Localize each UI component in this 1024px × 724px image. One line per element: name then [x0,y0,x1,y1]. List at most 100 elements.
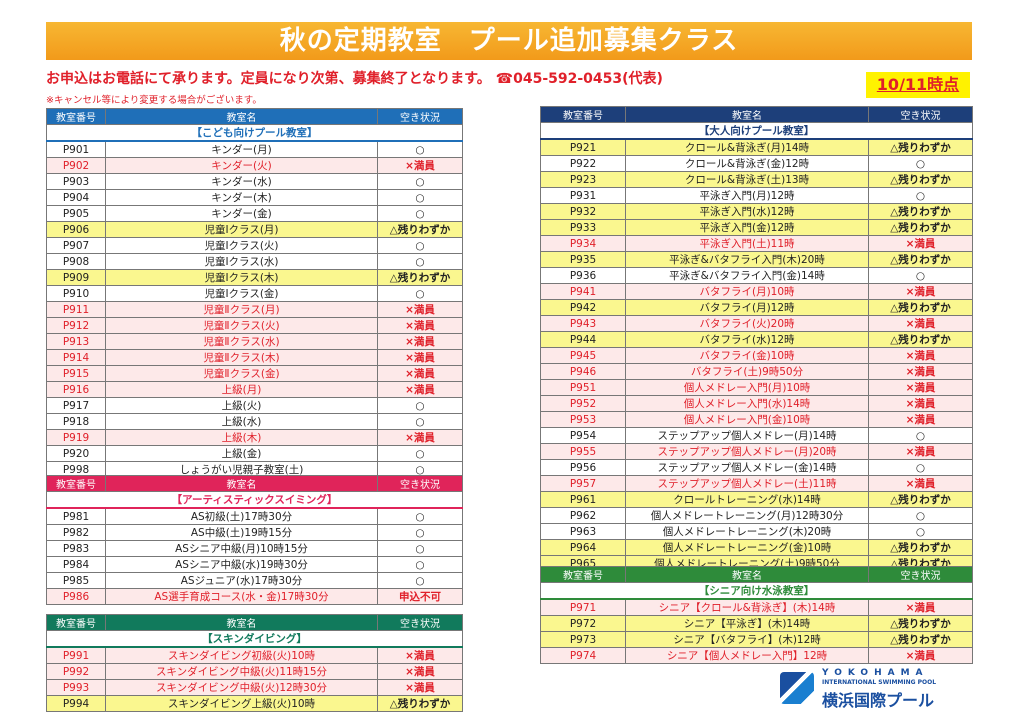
class-row: P963 個人メドレートレーニング(木)20時 ○ [540,523,973,540]
section-row: 【こども向けプール教室】 [46,124,463,142]
availability-status: △残りわずか [377,269,463,286]
class-name: 平泳ぎ入門(金)12時 [625,219,869,236]
class-name: 上級(木) [105,429,378,446]
header-status: 空き状況 [377,108,463,125]
availability-status: ○ [868,523,973,540]
class-row: P916 上級(月) ×満員 [46,381,463,398]
class-row: P914 児童Ⅱクラス(木) ×満員 [46,349,463,366]
class-code: P956 [540,459,626,476]
class-row: P901 キンダー(月) ○ [46,140,463,158]
availability-status: ○ [377,413,463,430]
availability-status: ○ [377,572,463,589]
class-name: バタフライ(金)10時 [625,347,869,364]
class-code: P982 [46,524,106,541]
class-code: P903 [46,173,106,190]
class-code: P992 [46,663,106,680]
class-code: P922 [540,155,626,172]
class-code: P983 [46,540,106,557]
header-code: 教室番号 [46,108,106,125]
availability-status: ×満員 [868,347,973,364]
class-name: 個人メドレートレーニング(金)10時 [625,539,869,556]
application-notice: お申込はお電話にて承ります。定員になり次第、募集終了となります。 ☎045-59… [46,71,663,87]
availability-status: ×満員 [377,349,463,366]
availability-status: ×満員 [868,235,973,252]
class-code: P916 [46,381,106,398]
class-row: P910 児童Ⅰクラス(金) ○ [46,285,463,302]
class-code: P906 [46,221,106,238]
availability-status: ×満員 [868,363,973,380]
class-code: P905 [46,205,106,222]
class-row: P941 バタフライ(月)10時 ×満員 [540,283,973,300]
class-name: シニア【バタフライ】(木)12時 [625,631,869,648]
class-name: 平泳ぎ入門(水)12時 [625,203,869,220]
class-name: 個人メドレートレーニング(木)20時 [625,523,869,540]
availability-status: ○ [377,397,463,414]
class-row: P954 ステップアップ個人メドレー(月)14時 ○ [540,427,973,444]
class-name: バタフライ(水)12時 [625,331,869,348]
availability-status: ×満員 [868,283,973,300]
class-name: 平泳ぎ&バタフライ入門(木)20時 [625,251,869,268]
availability-status: ×満員 [868,475,973,492]
availability-status: △残りわずか [377,695,463,712]
class-row: P903 キンダー(水) ○ [46,173,463,190]
class-code: P902 [46,157,106,174]
class-row: P915 児童Ⅱクラス(金) ×満員 [46,365,463,382]
class-code: P915 [46,365,106,382]
class-code: P952 [540,395,626,412]
availability-status: ×満員 [377,646,463,664]
availability-status: ×満員 [377,381,463,398]
availability-status: ○ [377,445,463,462]
availability-status: ×満員 [868,379,973,396]
class-row: P993 スキンダイビング中級(火)12時30分 ×満員 [46,679,463,696]
class-name: ASジュニア(水)17時30分 [105,572,378,589]
class-row: P920 上級(金) ○ [46,445,463,462]
availability-status: ×満員 [377,679,463,696]
class-name: クロールトレーニング(水)14時 [625,491,869,508]
availability-status: ○ [377,285,463,302]
availability-status: ○ [377,461,463,478]
class-name: 平泳ぎ&バタフライ入門(金)14時 [625,267,869,284]
class-code: P944 [540,331,626,348]
logo-wave-icon [780,672,814,704]
class-name: AS選手育成コース(水・金)17時30分 [105,588,378,605]
availability-status: ×満員 [868,443,973,460]
section-row: 【シニア向け水泳教室】 [540,582,973,600]
class-name: 児童Ⅰクラス(月) [105,221,378,238]
class-row: P972 シニア【平泳ぎ】(木)14時 △残りわずか [540,615,973,632]
class-row: P921 クロール&背泳ぎ(月)14時 △残りわずか [540,138,973,156]
class-name: ステップアップ個人メドレー(金)14時 [625,459,869,476]
class-row: P932 平泳ぎ入門(水)12時 △残りわずか [540,203,973,220]
class-row: P917 上級(火) ○ [46,397,463,414]
class-name: クロール&背泳ぎ(土)13時 [625,171,869,188]
class-name: しょうがい児親子教室(土) [105,461,378,478]
class-name: バタフライ(火)20時 [625,315,869,332]
header-code: 教室番号 [540,106,626,123]
class-code: P994 [46,695,106,712]
class-name: 個人メドレー入門(月)10時 [625,379,869,396]
section-title: 【シニア向け水泳教室】 [540,582,973,600]
availability-status: ×満員 [868,647,973,664]
class-code: P953 [540,411,626,428]
section-row: 【スキンダイビング】 [46,630,463,648]
class-code: P942 [540,299,626,316]
class-code: P904 [46,189,106,206]
availability-status: ○ [377,507,463,525]
class-name: キンダー(水) [105,173,378,190]
availability-status: ○ [377,237,463,254]
class-row: P946 バタフライ(土)9時50分 ×満員 [540,363,973,380]
class-code: P993 [46,679,106,696]
logo-jp-name: 横浜国際プール [822,691,935,710]
availability-status: ○ [377,253,463,270]
class-code: P954 [540,427,626,444]
availability-status: ×満員 [377,317,463,334]
class-code: P971 [540,598,626,616]
class-name: シニア【クロール&背泳ぎ】(木)14時 [625,598,869,616]
class-code: P907 [46,237,106,254]
class-code: P998 [46,461,106,478]
class-row: P962 個人メドレートレーニング(月)12時30分 ○ [540,507,973,524]
class-name: 児童Ⅰクラス(火) [105,237,378,254]
class-code: P936 [540,267,626,284]
class-row: P945 バタフライ(金)10時 ×満員 [540,347,973,364]
availability-status: ○ [377,524,463,541]
availability-status: ×満員 [377,333,463,350]
